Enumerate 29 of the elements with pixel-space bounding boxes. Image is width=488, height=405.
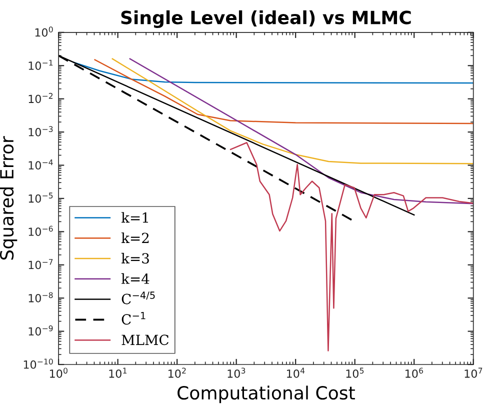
y-tick-label: 10$^{−4}$ [28,159,53,170]
legend-label: k=2 [121,232,149,244]
legend-label: C$^{−1}$ [122,312,146,325]
y-axis-title: Squared Error [0,136,18,260]
y-tick-label: 10$^{−10}$ [24,358,53,369]
x-tick-label: 10$^{5}$ [346,368,364,378]
legend-label: C$^{−4/5}$ [122,292,155,304]
y-tick-label: 10$^{−1}$ [28,60,53,70]
chart-title: Single Level (ideal) vs MLMC [121,10,411,28]
y-tick-label: 10$^{−5}$ [28,192,53,203]
legend-label: k=1 [121,212,148,223]
x-tick-label: 10$^{3}$ [228,368,246,378]
y-tick-label: 10$^{0}$ [35,26,53,37]
legend-label: k=3 [121,252,149,264]
x-tick-label: 10$^{2}$ [168,368,186,378]
y-tick-label: 10$^{−9}$ [28,325,53,336]
x-tick-label: 10$^{6}$ [406,368,424,378]
y-tick-label: 10$^{−3}$ [28,126,53,136]
x-tick-label: 10$^{7}$ [464,368,482,378]
legend-label: k=4 [121,273,150,284]
x-tick-label: 10$^{4}$ [287,368,305,378]
y-tick-label: 10$^{−7}$ [28,259,53,270]
y-tick-label: 10$^{−6}$ [28,226,53,236]
x-tick-label: 10$^{0}$ [50,368,68,378]
x-tick-label: 10$^{1}$ [109,368,127,378]
x-axis-title: Computational Cost [178,386,355,404]
legend-label: MLMC [122,334,169,346]
y-tick-label: 10$^{−2}$ [28,92,53,104]
y-tick-label: 10$^{−8}$ [28,292,53,302]
